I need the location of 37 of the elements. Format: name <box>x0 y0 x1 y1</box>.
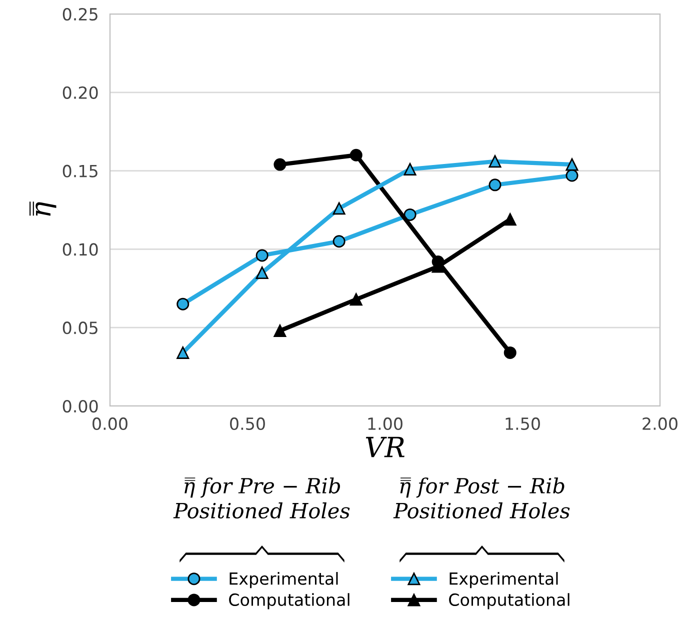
point <box>332 202 346 215</box>
x-tick-label: 0.50 <box>230 417 265 430</box>
point <box>404 162 416 176</box>
point <box>256 249 268 262</box>
x-tick-label: 2.00 <box>642 417 678 430</box>
y-tick-label: 0.10 <box>62 243 98 256</box>
point <box>504 346 516 359</box>
point <box>488 178 502 192</box>
y-axis-title: η̿ <box>30 202 56 216</box>
point <box>504 213 516 226</box>
y-tick-label: 0.25 <box>62 8 98 21</box>
x-tick-label: 1.00 <box>368 417 402 430</box>
point <box>488 155 502 168</box>
y-tick-label: 0.15 <box>62 164 98 178</box>
point <box>274 324 286 337</box>
legend-label: Experimental <box>230 572 338 588</box>
x-tick-label: 0.00 <box>92 417 128 430</box>
y-tick-label: 0.20 <box>62 86 98 99</box>
legend-label: Computational <box>229 593 350 610</box>
text: η̿ for Pre − Rib Positioned Holes <box>173 477 350 518</box>
y-tick-label: 0.05 <box>62 322 98 334</box>
point <box>350 148 362 162</box>
point <box>176 346 190 359</box>
point <box>176 298 190 310</box>
legend-label: Experimental <box>450 572 558 588</box>
point <box>256 266 268 279</box>
y-tick-label: 0.00 <box>62 400 98 413</box>
x-axis-title: VR <box>366 436 404 458</box>
point <box>350 293 362 306</box>
point <box>274 158 286 171</box>
point <box>332 235 346 248</box>
point <box>566 158 578 171</box>
legend-label: Computational <box>449 593 570 610</box>
point <box>566 169 578 182</box>
text: η̿ for Post − Rib Positioned Holes <box>393 477 570 518</box>
x-tick-label: 1.50 <box>506 417 540 430</box>
point <box>404 208 416 221</box>
